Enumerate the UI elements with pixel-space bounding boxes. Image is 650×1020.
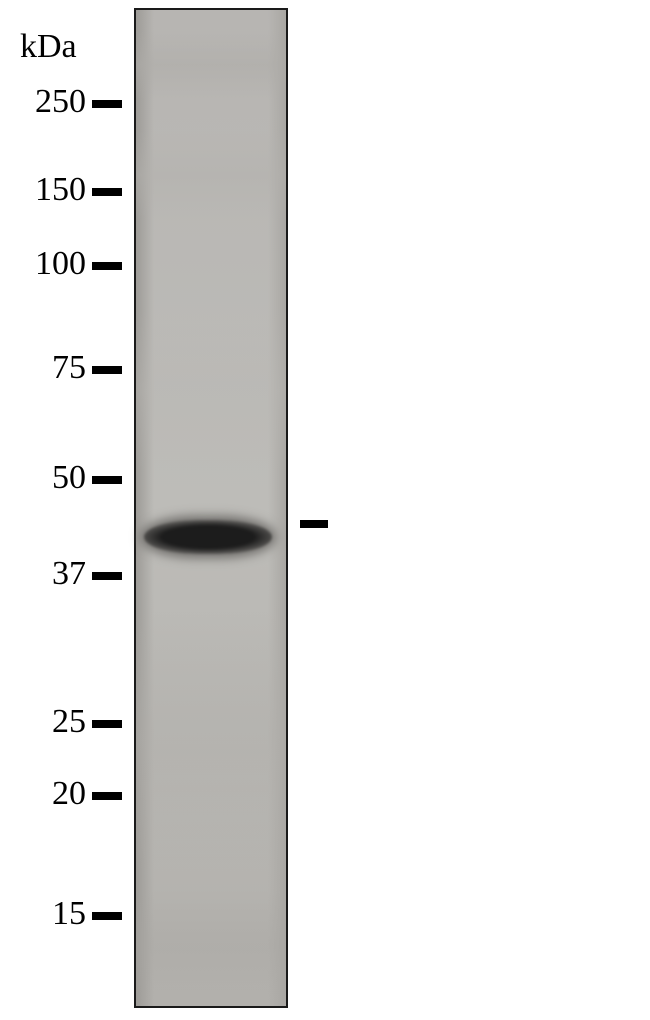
marker-tick-50 <box>92 476 122 484</box>
marker-label-37: 37 <box>0 555 86 593</box>
marker-label-75: 75 <box>0 349 86 387</box>
marker-label-50: 50 <box>0 459 86 497</box>
marker-label-25: 25 <box>0 703 86 741</box>
marker-tick-20 <box>92 792 122 800</box>
marker-label-150: 150 <box>0 171 86 209</box>
marker-tick-37 <box>92 572 122 580</box>
lane-background <box>136 10 286 1006</box>
marker-tick-75 <box>92 366 122 374</box>
blot-lane <box>134 8 288 1008</box>
marker-label-100: 100 <box>0 245 86 283</box>
axis-unit-label: kDa <box>20 28 77 66</box>
marker-tick-25 <box>92 720 122 728</box>
protein-band <box>144 520 272 554</box>
band-pointer-tick <box>300 520 328 528</box>
marker-label-15: 15 <box>0 895 86 933</box>
western-blot-figure: kDa 250 150 100 75 50 37 25 20 15 <box>0 0 650 1020</box>
marker-label-250: 250 <box>0 83 86 121</box>
marker-tick-15 <box>92 912 122 920</box>
marker-label-20: 20 <box>0 775 86 813</box>
marker-tick-150 <box>92 188 122 196</box>
marker-tick-100 <box>92 262 122 270</box>
marker-tick-250 <box>92 100 122 108</box>
